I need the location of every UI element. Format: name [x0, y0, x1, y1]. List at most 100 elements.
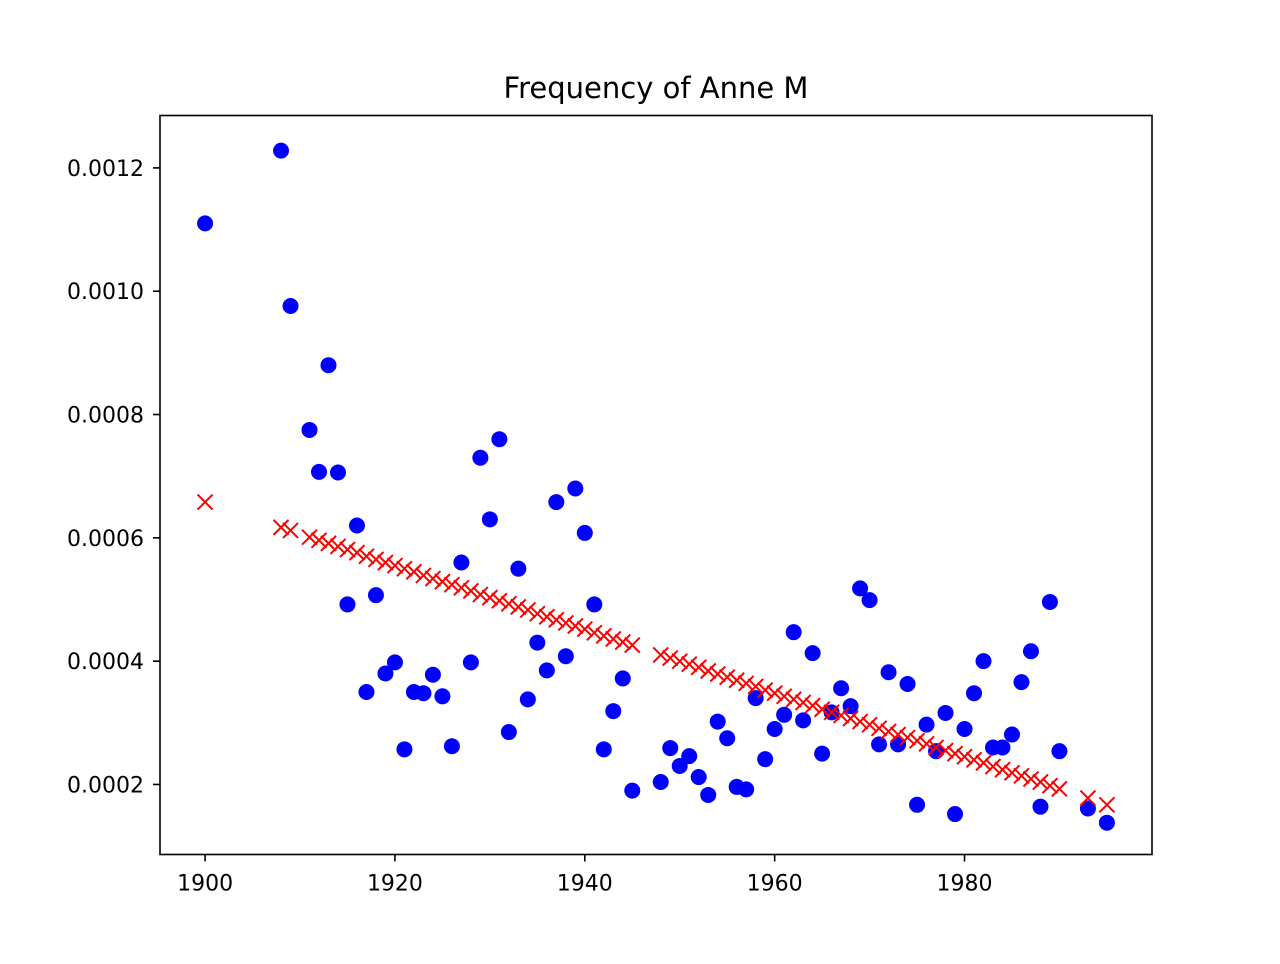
data-point — [348, 517, 365, 534]
data-point — [595, 741, 612, 758]
trend-point — [747, 678, 764, 695]
trend-point — [766, 685, 783, 702]
data-point — [1098, 814, 1115, 831]
trend-point — [681, 656, 698, 673]
trend-point — [851, 713, 869, 730]
data-point — [975, 653, 992, 670]
trend-point — [567, 617, 584, 635]
data-point — [282, 298, 299, 315]
trend-point — [586, 624, 603, 641]
trend-point — [870, 720, 888, 737]
trend-point — [196, 493, 214, 511]
trend-point — [946, 745, 964, 762]
data-point — [814, 745, 831, 762]
data-point — [852, 580, 869, 597]
data-point — [1022, 643, 1039, 660]
x-tick-label: 1960 — [747, 872, 803, 897]
trend-point — [462, 582, 480, 600]
data-point — [424, 666, 441, 683]
trend-point — [453, 579, 470, 596]
trend-point — [415, 567, 432, 584]
trend-point — [709, 665, 726, 683]
trend-point — [889, 726, 907, 743]
trend-point — [481, 589, 499, 606]
trend-point — [557, 614, 575, 632]
trend-point — [510, 598, 527, 616]
data-point — [757, 751, 774, 768]
data-point — [1013, 674, 1030, 691]
data-point — [747, 690, 764, 707]
data-point — [785, 624, 802, 641]
data-point — [956, 720, 973, 737]
trend-point — [1041, 777, 1059, 794]
trend-point — [548, 611, 565, 629]
data-point — [386, 654, 403, 671]
data-point — [301, 421, 318, 438]
data-point — [576, 524, 593, 541]
y-tick-label: 0.0002 — [67, 773, 144, 798]
data-point — [662, 740, 679, 757]
data-point — [671, 757, 688, 774]
data-point — [586, 596, 603, 613]
data-point — [890, 736, 907, 753]
trend-point — [500, 595, 518, 613]
trend-point — [529, 605, 546, 622]
trend-point — [728, 672, 745, 689]
trend-point — [785, 691, 802, 708]
data-point — [500, 724, 517, 741]
data-point — [833, 680, 850, 697]
trend-point — [1022, 770, 1040, 788]
data-point — [795, 712, 812, 729]
data-point — [462, 654, 479, 671]
data-point — [415, 685, 432, 702]
data-point — [700, 786, 717, 803]
trend-point — [775, 688, 793, 705]
trend-point — [1032, 773, 1049, 791]
trend-point — [576, 620, 594, 638]
x-tick-label: 1940 — [557, 872, 613, 897]
trend-point — [605, 630, 622, 648]
data-point — [624, 782, 641, 799]
trend-point — [937, 742, 954, 759]
data-point — [510, 560, 527, 577]
trend-point — [310, 532, 328, 549]
data-point — [1041, 593, 1058, 610]
trend-point — [329, 538, 347, 555]
trend-point — [1079, 789, 1097, 807]
data-point — [197, 215, 214, 232]
series-0 — [197, 142, 1115, 831]
data-point — [966, 685, 983, 702]
trend-point — [595, 627, 612, 645]
trend-point — [538, 608, 556, 625]
trend-point — [1013, 767, 1030, 785]
y-tick-label: 0.0004 — [67, 650, 144, 675]
trend-point — [861, 716, 878, 733]
data-point — [652, 773, 669, 790]
trend-point — [823, 704, 840, 721]
trend-point — [358, 548, 375, 565]
trend-point — [994, 761, 1011, 778]
data-point — [937, 704, 954, 721]
trend-point — [899, 729, 916, 746]
trend-point — [718, 668, 736, 686]
trend-point — [624, 636, 641, 654]
data-point — [367, 587, 384, 604]
data-point — [994, 739, 1011, 756]
trend-point — [472, 586, 489, 603]
trend-point — [1098, 796, 1116, 814]
trend-point — [405, 563, 423, 580]
data-point — [899, 675, 916, 692]
data-point — [614, 670, 631, 687]
data-point — [396, 741, 413, 758]
trend-point — [662, 649, 679, 667]
trend-point — [700, 662, 717, 680]
data-point — [548, 494, 565, 511]
data-point — [1079, 800, 1096, 817]
data-point — [567, 480, 584, 497]
data-point — [273, 142, 290, 159]
data-point — [472, 449, 489, 466]
data-point — [320, 357, 337, 374]
